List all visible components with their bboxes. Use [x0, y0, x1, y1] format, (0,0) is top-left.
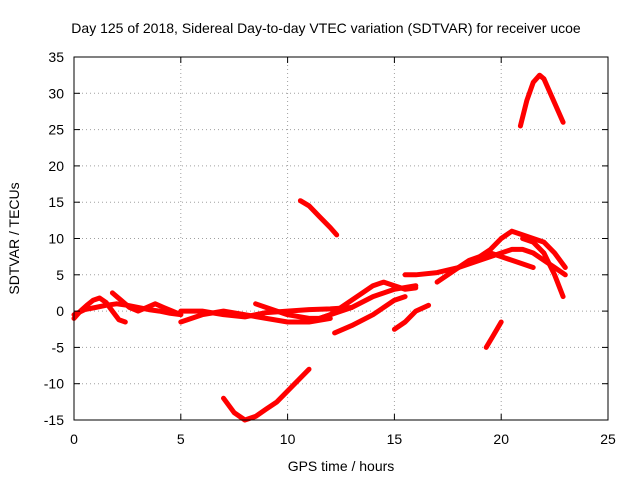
series-group	[71, 72, 568, 423]
y-tick-label: 0	[56, 303, 64, 319]
axis-ticks: 0 5 10 15 20 25 -15 -10 -5 0 5 10 15 20 25 30 35	[44, 49, 616, 447]
x-tick-label: 25	[600, 431, 616, 447]
series-line-track-15	[221, 366, 312, 423]
y-tick-label: -10	[44, 376, 64, 392]
x-tick-label: 5	[177, 431, 185, 447]
y-tick-label: -15	[44, 412, 64, 428]
series-line-track-3	[109, 290, 184, 318]
series-line-track-7	[317, 279, 419, 321]
x-tick-label: 10	[280, 431, 296, 447]
series-line-track-14	[483, 319, 504, 350]
y-tick-label: 10	[48, 231, 64, 247]
series-line-track-16	[297, 198, 340, 238]
grid	[74, 57, 608, 420]
y-tick-label: 30	[48, 85, 64, 101]
chart-title: Day 125 of 2018, Sidereal Day-to-day VTE…	[71, 20, 581, 36]
series-line-track-10	[434, 228, 568, 285]
series-line-track-8	[332, 294, 408, 336]
y-tick-label: 20	[48, 158, 64, 174]
y-axis-label: SDTVAR / TECUs	[6, 182, 22, 294]
y-tick-label: 35	[48, 49, 64, 65]
y-tick-label: 15	[48, 194, 64, 210]
y-tick-label: 5	[56, 267, 64, 283]
x-axis-label: GPS time / hours	[288, 458, 395, 474]
series-line-track-12	[520, 236, 566, 300]
series-line-track-11	[477, 250, 536, 270]
y-tick-label: -5	[52, 339, 65, 355]
series-line-track-5	[178, 305, 355, 320]
y-tick-label: 25	[48, 122, 64, 138]
x-tick-label: 0	[70, 431, 78, 447]
x-tick-label: 20	[493, 431, 509, 447]
series-line-track-17	[517, 72, 566, 129]
x-tick-label: 15	[387, 431, 403, 447]
series-line-track-13	[391, 302, 432, 332]
